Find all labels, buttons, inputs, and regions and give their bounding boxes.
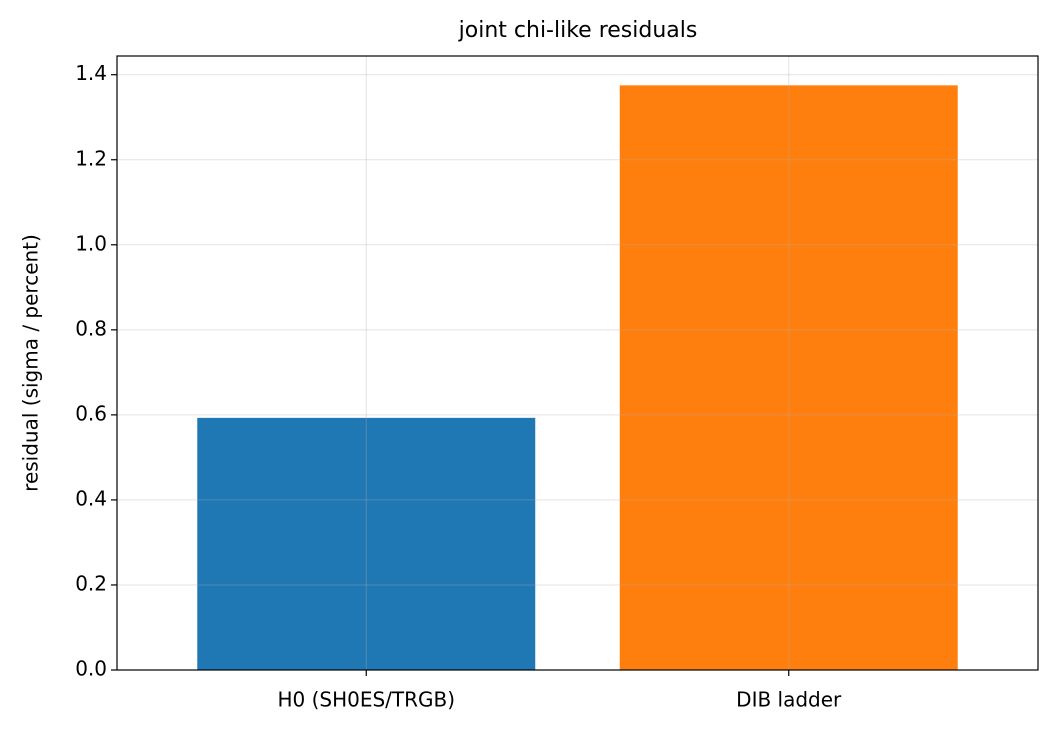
plot-frame <box>116 55 1039 671</box>
y-tick-label: 0.4 <box>75 486 107 510</box>
bar <box>619 85 958 670</box>
chart-title: joint chi-like residuals <box>458 18 698 43</box>
y-tick-label: 1.2 <box>75 146 107 170</box>
y-tick-label: 0.0 <box>75 657 107 681</box>
y-tick-label: 0.6 <box>75 401 107 425</box>
y-tick-label: 0.8 <box>75 316 107 340</box>
y-tick-label: 1.4 <box>75 61 107 85</box>
y-axis-label: residual (sigma / percent) <box>19 234 43 492</box>
y-tick-label: 0.2 <box>75 571 107 595</box>
bar <box>197 417 536 670</box>
y-tick-label: 1.0 <box>75 231 107 255</box>
x-tick-label: H0 (SH0ES/TRGB) <box>277 688 455 712</box>
x-tick-label: DIB ladder <box>736 688 842 712</box>
